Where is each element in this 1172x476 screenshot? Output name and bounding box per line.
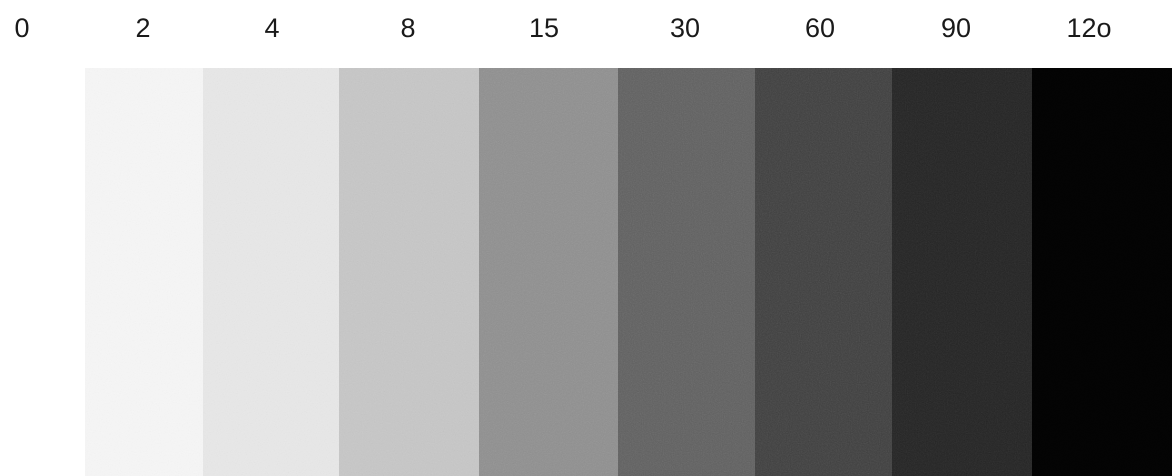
label-60: 60	[804, 13, 836, 43]
swatch-60	[755, 68, 892, 476]
label-0: 0	[14, 13, 30, 43]
swatch-30	[618, 68, 755, 476]
swatch-8	[339, 68, 479, 476]
label-90: 90	[940, 13, 972, 43]
swatch-4	[203, 68, 339, 476]
swatch-12o	[1032, 68, 1172, 476]
label-2: 2	[135, 13, 151, 43]
label-8: 8	[400, 13, 416, 43]
label-4: 4	[264, 13, 280, 43]
swatch-90	[892, 68, 1032, 476]
swatch-2	[85, 68, 203, 476]
swatch-15	[479, 68, 618, 476]
label-15: 15	[528, 13, 560, 43]
label-30: 30	[669, 13, 701, 43]
label-12o: 12o	[1066, 13, 1112, 43]
grayscale-strip	[85, 68, 1172, 476]
exposure-label-row: 0 2 4 8 15 30 60 90 12o	[0, 0, 1172, 60]
